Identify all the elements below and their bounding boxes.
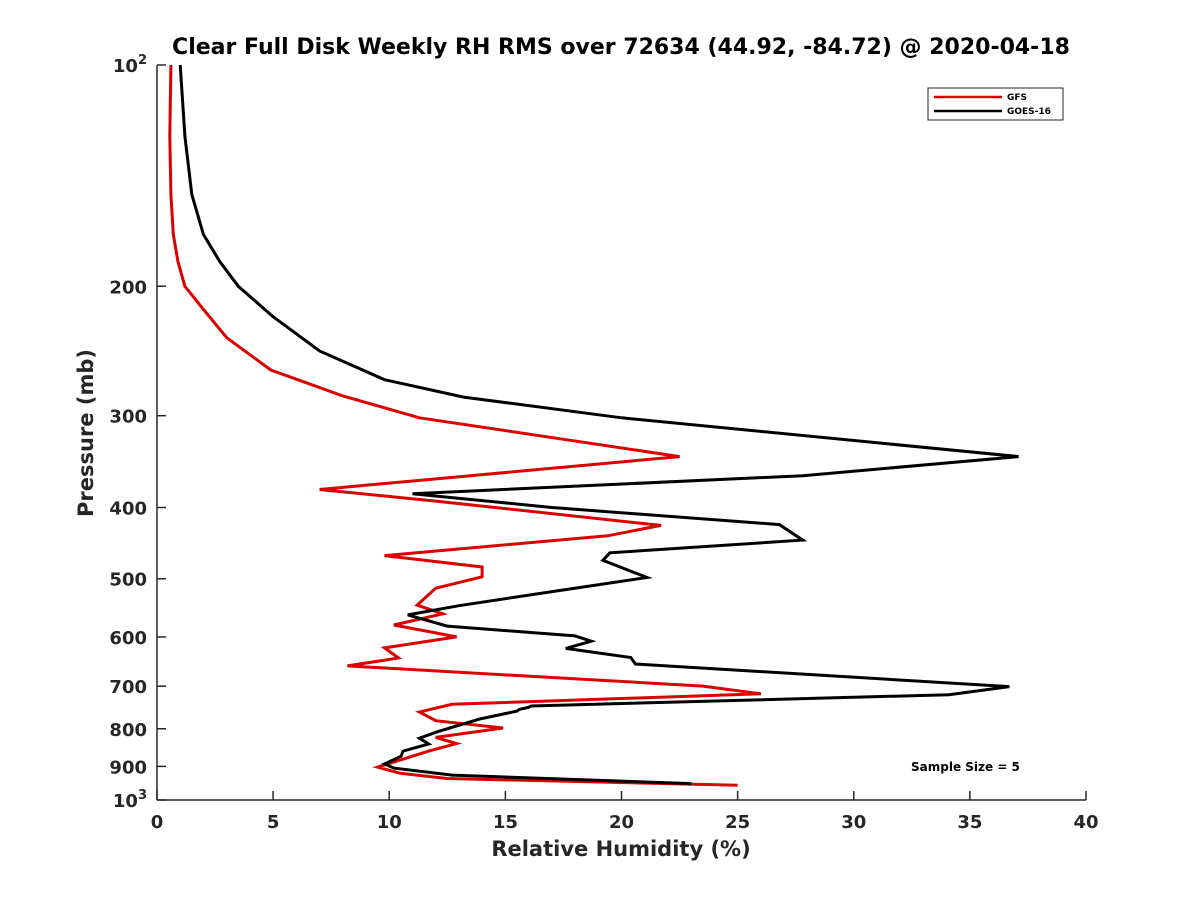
x-tick-label: 30 xyxy=(841,812,866,833)
x-tick-label: 15 xyxy=(493,812,518,833)
y-tick-label: 103 xyxy=(113,788,147,812)
x-tick-label: 35 xyxy=(957,812,982,833)
y-tick-label: 200 xyxy=(109,277,147,298)
chart-title: Clear Full Disk Weekly RH RMS over 72634… xyxy=(172,35,1070,60)
y-axis-label: Pressure (mb) xyxy=(74,349,98,517)
x-tick-label: 40 xyxy=(1073,812,1098,833)
x-tick-label: 10 xyxy=(377,812,402,833)
series-line-gfs xyxy=(168,64,762,787)
legend-label-gfs: GFS xyxy=(1007,93,1027,103)
legend-label-goes16: GOES-16 xyxy=(1007,107,1051,117)
x-axis-label: Relative Humidity (%) xyxy=(491,837,750,861)
plot-area xyxy=(157,65,1086,800)
x-tick-label: 20 xyxy=(609,812,634,833)
y-tick-label: 102 xyxy=(113,53,147,77)
legend: GFS GOES-16 xyxy=(927,87,1064,121)
y-tick-label: 900 xyxy=(109,757,147,778)
legend-box xyxy=(927,87,1064,121)
x-tick-label: 0 xyxy=(151,812,164,833)
y-tick-label: 700 xyxy=(109,677,147,698)
y-ticks: 102 200 300 400 500 600 700 800 900 103 xyxy=(109,53,166,812)
x-tick-label: 25 xyxy=(725,812,750,833)
y-tick-label: 600 xyxy=(109,628,147,649)
y-tick-label: 500 xyxy=(109,570,147,591)
y-tick-label: 800 xyxy=(109,720,147,741)
series-layer xyxy=(168,64,1019,787)
x-ticks: 0 5 10 15 20 25 30 35 40 xyxy=(151,791,1099,833)
x-tick-label: 5 xyxy=(267,812,280,833)
series-line-goes16 xyxy=(178,64,1019,786)
y-tick-label: 300 xyxy=(109,407,147,428)
sample-size-annotation: Sample Size = 5 xyxy=(911,760,1020,774)
y-tick-label: 400 xyxy=(109,499,147,520)
